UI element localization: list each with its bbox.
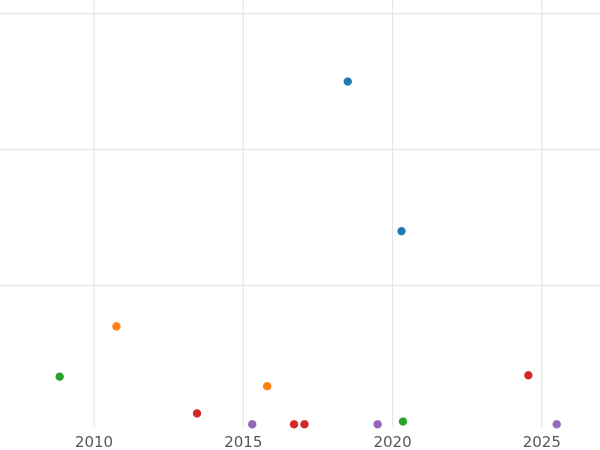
x-tick-label: 2025 xyxy=(523,433,561,450)
data-points xyxy=(55,77,561,429)
x-axis-ticks: 2010 2015 2020 2025 xyxy=(75,433,561,450)
data-point-series-2 xyxy=(112,322,121,331)
data-point-series-4 xyxy=(289,420,299,429)
data-point-series-4 xyxy=(192,409,202,418)
grid xyxy=(0,0,600,427)
data-point-series-5 xyxy=(373,420,382,429)
x-tick-label: 2020 xyxy=(373,433,411,450)
data-point-series-1 xyxy=(343,77,352,86)
data-point-series-4 xyxy=(300,420,309,429)
data-point-series-1 xyxy=(397,226,406,236)
data-point-series-5 xyxy=(248,420,257,429)
x-tick-label: 2010 xyxy=(75,433,113,450)
x-tick-label: 2015 xyxy=(224,433,262,450)
data-point-series-3 xyxy=(398,417,408,426)
data-point-series-3 xyxy=(55,372,64,381)
data-point-series-2 xyxy=(262,382,272,391)
data-point-series-5 xyxy=(552,420,561,429)
data-point-series-4 xyxy=(524,371,533,380)
